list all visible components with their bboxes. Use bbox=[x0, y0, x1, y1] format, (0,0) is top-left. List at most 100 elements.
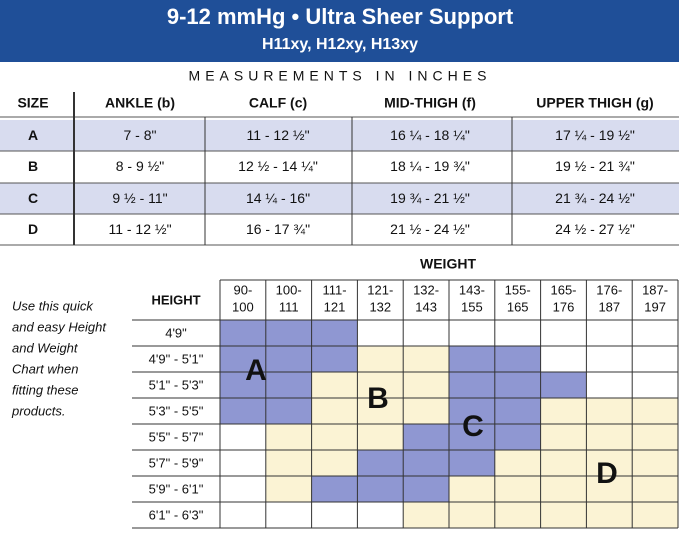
weight-label: 197 bbox=[644, 299, 666, 314]
size-zone-cell bbox=[403, 476, 449, 502]
size-zone-cell bbox=[449, 502, 495, 528]
size-zone-cell bbox=[357, 398, 404, 424]
height-label: 5'5" - 5'7" bbox=[149, 429, 204, 444]
size-zone-cell bbox=[586, 320, 633, 346]
weight-label: 100- bbox=[276, 282, 302, 297]
size-zone-cell bbox=[265, 424, 312, 450]
weight-label: 176 bbox=[553, 299, 575, 314]
measure-cell: 16 ¼ - 18 ¼" bbox=[390, 127, 470, 143]
size-zone-cell bbox=[494, 502, 541, 528]
measure-cell: 19 ¾ - 21 ½" bbox=[390, 190, 470, 206]
size-zone-cell bbox=[449, 450, 495, 476]
size-zone-cell bbox=[220, 502, 266, 528]
size-zone-cell bbox=[586, 372, 633, 398]
size-zone-cell bbox=[494, 424, 541, 450]
weight-label: 187 bbox=[598, 299, 620, 314]
column-header: ANKLE (b) bbox=[105, 95, 175, 111]
size-zone-cell bbox=[220, 450, 266, 476]
size-zone-cell bbox=[403, 398, 449, 424]
size-zone-cell bbox=[311, 476, 358, 502]
weight-label: 111- bbox=[322, 282, 346, 297]
title: 9-12 mmHg • Ultra Sheer Support bbox=[167, 4, 514, 29]
subtitle: H11xy, H12xy, H13xy bbox=[262, 36, 418, 53]
note-line: Use this quick bbox=[12, 298, 94, 313]
note-line: fitting these bbox=[12, 382, 79, 397]
note-line: and easy Height bbox=[12, 319, 107, 334]
size-zone-cell bbox=[449, 320, 495, 346]
weight-label: 121 bbox=[324, 299, 346, 314]
weight-label: 132 bbox=[369, 299, 391, 314]
measure-cell: 8 - 9 ½" bbox=[116, 158, 165, 174]
weight-label: 155 bbox=[461, 299, 483, 314]
size-zone-cell bbox=[540, 450, 587, 476]
size-zone-cell bbox=[586, 450, 633, 476]
height-label: 4'9" bbox=[165, 325, 187, 340]
size-zone-cell bbox=[311, 502, 358, 528]
size-zone-cell bbox=[632, 398, 678, 424]
size-zone-cell bbox=[449, 346, 495, 372]
size-zone-cell bbox=[540, 320, 587, 346]
size-zone-cell bbox=[586, 476, 633, 502]
size-cell: D bbox=[28, 221, 38, 237]
size-zone-cell bbox=[311, 450, 358, 476]
size-zone-cell bbox=[540, 476, 587, 502]
zone-label: B bbox=[367, 382, 389, 415]
size-zone-cell bbox=[403, 450, 449, 476]
weight-label: 90- bbox=[234, 282, 253, 297]
size-zone-cell bbox=[449, 424, 495, 450]
note-line: and Weight bbox=[12, 340, 79, 355]
column-header: UPPER THIGH (g) bbox=[536, 95, 653, 111]
size-zone-cell bbox=[265, 372, 312, 398]
size-zone-cell bbox=[403, 320, 449, 346]
column-header: MID-THIGH (f) bbox=[384, 95, 476, 111]
size-zone-cell bbox=[265, 502, 312, 528]
row-band bbox=[0, 183, 679, 214]
size-zone-cell bbox=[632, 450, 678, 476]
size-zone-cell bbox=[494, 372, 541, 398]
measure-cell: 21 ½ - 24 ½" bbox=[390, 221, 470, 237]
size-zone-cell bbox=[311, 398, 358, 424]
size-zone-cell bbox=[220, 398, 266, 424]
weight-label: 165- bbox=[550, 282, 576, 297]
size-zone-cell bbox=[265, 476, 312, 502]
size-zone-cell bbox=[311, 320, 358, 346]
size-zone-cell bbox=[494, 320, 541, 346]
note-line: products. bbox=[11, 403, 65, 418]
weight-label: 143- bbox=[459, 282, 485, 297]
size-zone-cell bbox=[494, 476, 541, 502]
size-zone-cell bbox=[540, 502, 587, 528]
weight-label: 165 bbox=[507, 299, 529, 314]
size-zone-cell bbox=[357, 476, 404, 502]
size-zone-cell bbox=[632, 346, 678, 372]
size-zone-cell bbox=[265, 320, 312, 346]
size-zone-cell bbox=[632, 372, 678, 398]
size-cell: A bbox=[28, 127, 38, 143]
size-zone-cell bbox=[540, 398, 587, 424]
size-zone-cell bbox=[632, 424, 678, 450]
weight-label: 143 bbox=[415, 299, 437, 314]
zone-label: A bbox=[245, 354, 267, 387]
height-label: 5'3" - 5'5" bbox=[149, 403, 204, 418]
size-zone-cell bbox=[494, 450, 541, 476]
column-header: CALF (c) bbox=[249, 95, 307, 111]
size-zone-cell bbox=[494, 398, 541, 424]
size-zone-cell bbox=[357, 346, 404, 372]
height-label: 6'1" - 6'3" bbox=[149, 507, 204, 522]
size-zone-cell bbox=[586, 424, 633, 450]
measure-cell: 14 ¼ - 16" bbox=[246, 190, 310, 206]
measure-cell: 18 ¼ - 19 ¾" bbox=[390, 158, 470, 174]
height-title: HEIGHT bbox=[151, 292, 200, 307]
size-zone-cell bbox=[265, 450, 312, 476]
size-zone-cell bbox=[449, 398, 495, 424]
size-zone-cell bbox=[357, 502, 404, 528]
weight-label: 187- bbox=[642, 282, 668, 297]
measure-cell: 17 ¼ - 19 ½" bbox=[555, 127, 635, 143]
weight-title: WEIGHT bbox=[420, 256, 476, 272]
note-line: Chart when bbox=[12, 361, 78, 376]
header-bar bbox=[0, 0, 679, 62]
size-zone-cell bbox=[220, 424, 266, 450]
size-zone-cell bbox=[586, 346, 633, 372]
size-zone-cell bbox=[265, 398, 312, 424]
measure-cell: 19 ½ - 21 ¾" bbox=[555, 158, 635, 174]
